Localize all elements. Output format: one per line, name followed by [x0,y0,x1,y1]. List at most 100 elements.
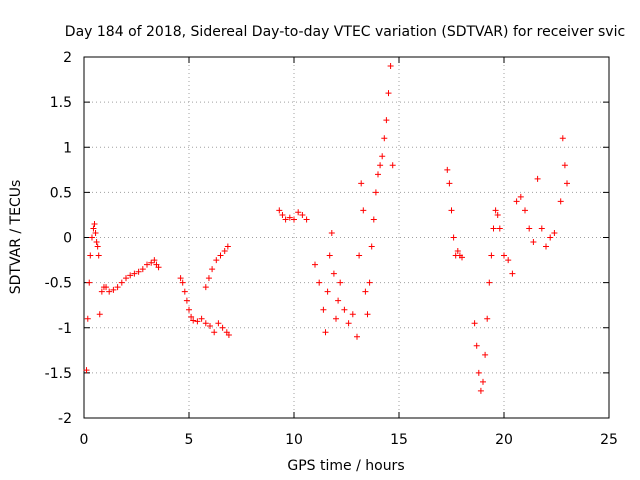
data-point [303,216,310,223]
data-point [211,329,218,336]
data-point [547,234,554,241]
data-point [207,322,213,329]
data-point [341,306,348,313]
data-point [316,279,323,286]
data-point [387,63,394,70]
data-point [377,162,384,169]
data-point [484,315,491,322]
data-point [448,207,455,214]
grid-lines [84,57,609,418]
data-point [198,315,205,322]
data-point [328,229,335,236]
data-point [358,180,365,187]
data-point [209,266,216,273]
data-point [92,229,99,236]
data-point [91,220,98,227]
y-tick-label: 0 [63,231,72,247]
data-point [375,171,381,178]
data-point [337,279,344,286]
data-point [186,306,192,313]
data-point [221,248,228,255]
data-point [183,297,190,304]
data-point [103,284,110,291]
x-tick-label: 0 [80,432,89,448]
data-point [179,279,186,286]
data-point [349,311,356,318]
data-point [379,153,386,160]
x-tick-label: 15 [390,432,408,448]
data-point [551,229,558,236]
data-point [496,225,503,232]
data-point [492,207,499,214]
data-point [459,254,465,261]
x-tick-label: 5 [185,432,194,448]
data-point [320,306,327,313]
data-point [205,275,212,282]
data-point [362,288,369,295]
data-point [94,243,101,250]
x-tick-label: 25 [600,432,618,448]
data-point [276,207,283,214]
data-point [225,331,232,338]
data-point [389,162,396,169]
y-axis-label: SDTVAR / TECUs [8,180,24,295]
data-point [86,279,93,286]
y-tick-label: -1 [58,321,72,337]
data-point [106,288,113,295]
data-point [354,333,360,340]
data-point [364,311,371,318]
data-point [345,320,352,327]
data-point [561,162,568,169]
data-point [88,234,95,241]
data-point [148,259,155,266]
y-tick-labels: -2 -1.5 -1 -0.5 0 0.5 1 1.5 2 [45,50,72,427]
data-point [360,207,367,214]
data-point [538,225,545,232]
data-point [279,211,286,218]
y-tick-label: 0.5 [50,185,72,201]
plot-frame [83,56,610,419]
y-tick-label: 2 [63,50,72,66]
data-point [90,225,97,232]
data-point [475,369,482,376]
data-point [202,284,209,291]
data-point [517,193,524,200]
data-point [385,90,392,97]
data-point [96,311,103,318]
data-point [335,297,342,304]
data-point [322,329,329,336]
data-point [295,209,302,216]
data-point [454,248,461,255]
data-point [557,198,564,205]
data-point [213,257,220,264]
data-point [490,225,497,232]
chart-title: Day 184 of 2018, Sidereal Day-to-day VTE… [65,24,625,40]
data-point [559,135,566,142]
data-point [326,252,333,259]
data-point [131,270,138,277]
data-point [286,214,293,221]
data-point [87,252,94,259]
data-point [330,270,337,277]
data-point [471,320,478,327]
data-point [93,239,100,246]
data-point [190,317,197,324]
data-point [123,275,129,282]
data-point [501,252,507,259]
data-point [370,216,377,223]
x-tick-labels: 0 5 10 15 20 25 [80,432,618,448]
data-point [282,216,289,223]
data-point [215,320,222,327]
data-point [155,264,162,271]
data-point [509,270,516,277]
data-point [368,243,375,250]
data-point [83,367,90,374]
data-point [291,216,297,223]
data-point [530,239,537,246]
data-point [219,324,226,331]
y-tick-label: -2 [58,411,72,427]
data-points [83,63,570,394]
data-point [477,387,484,394]
data-point [135,268,142,275]
